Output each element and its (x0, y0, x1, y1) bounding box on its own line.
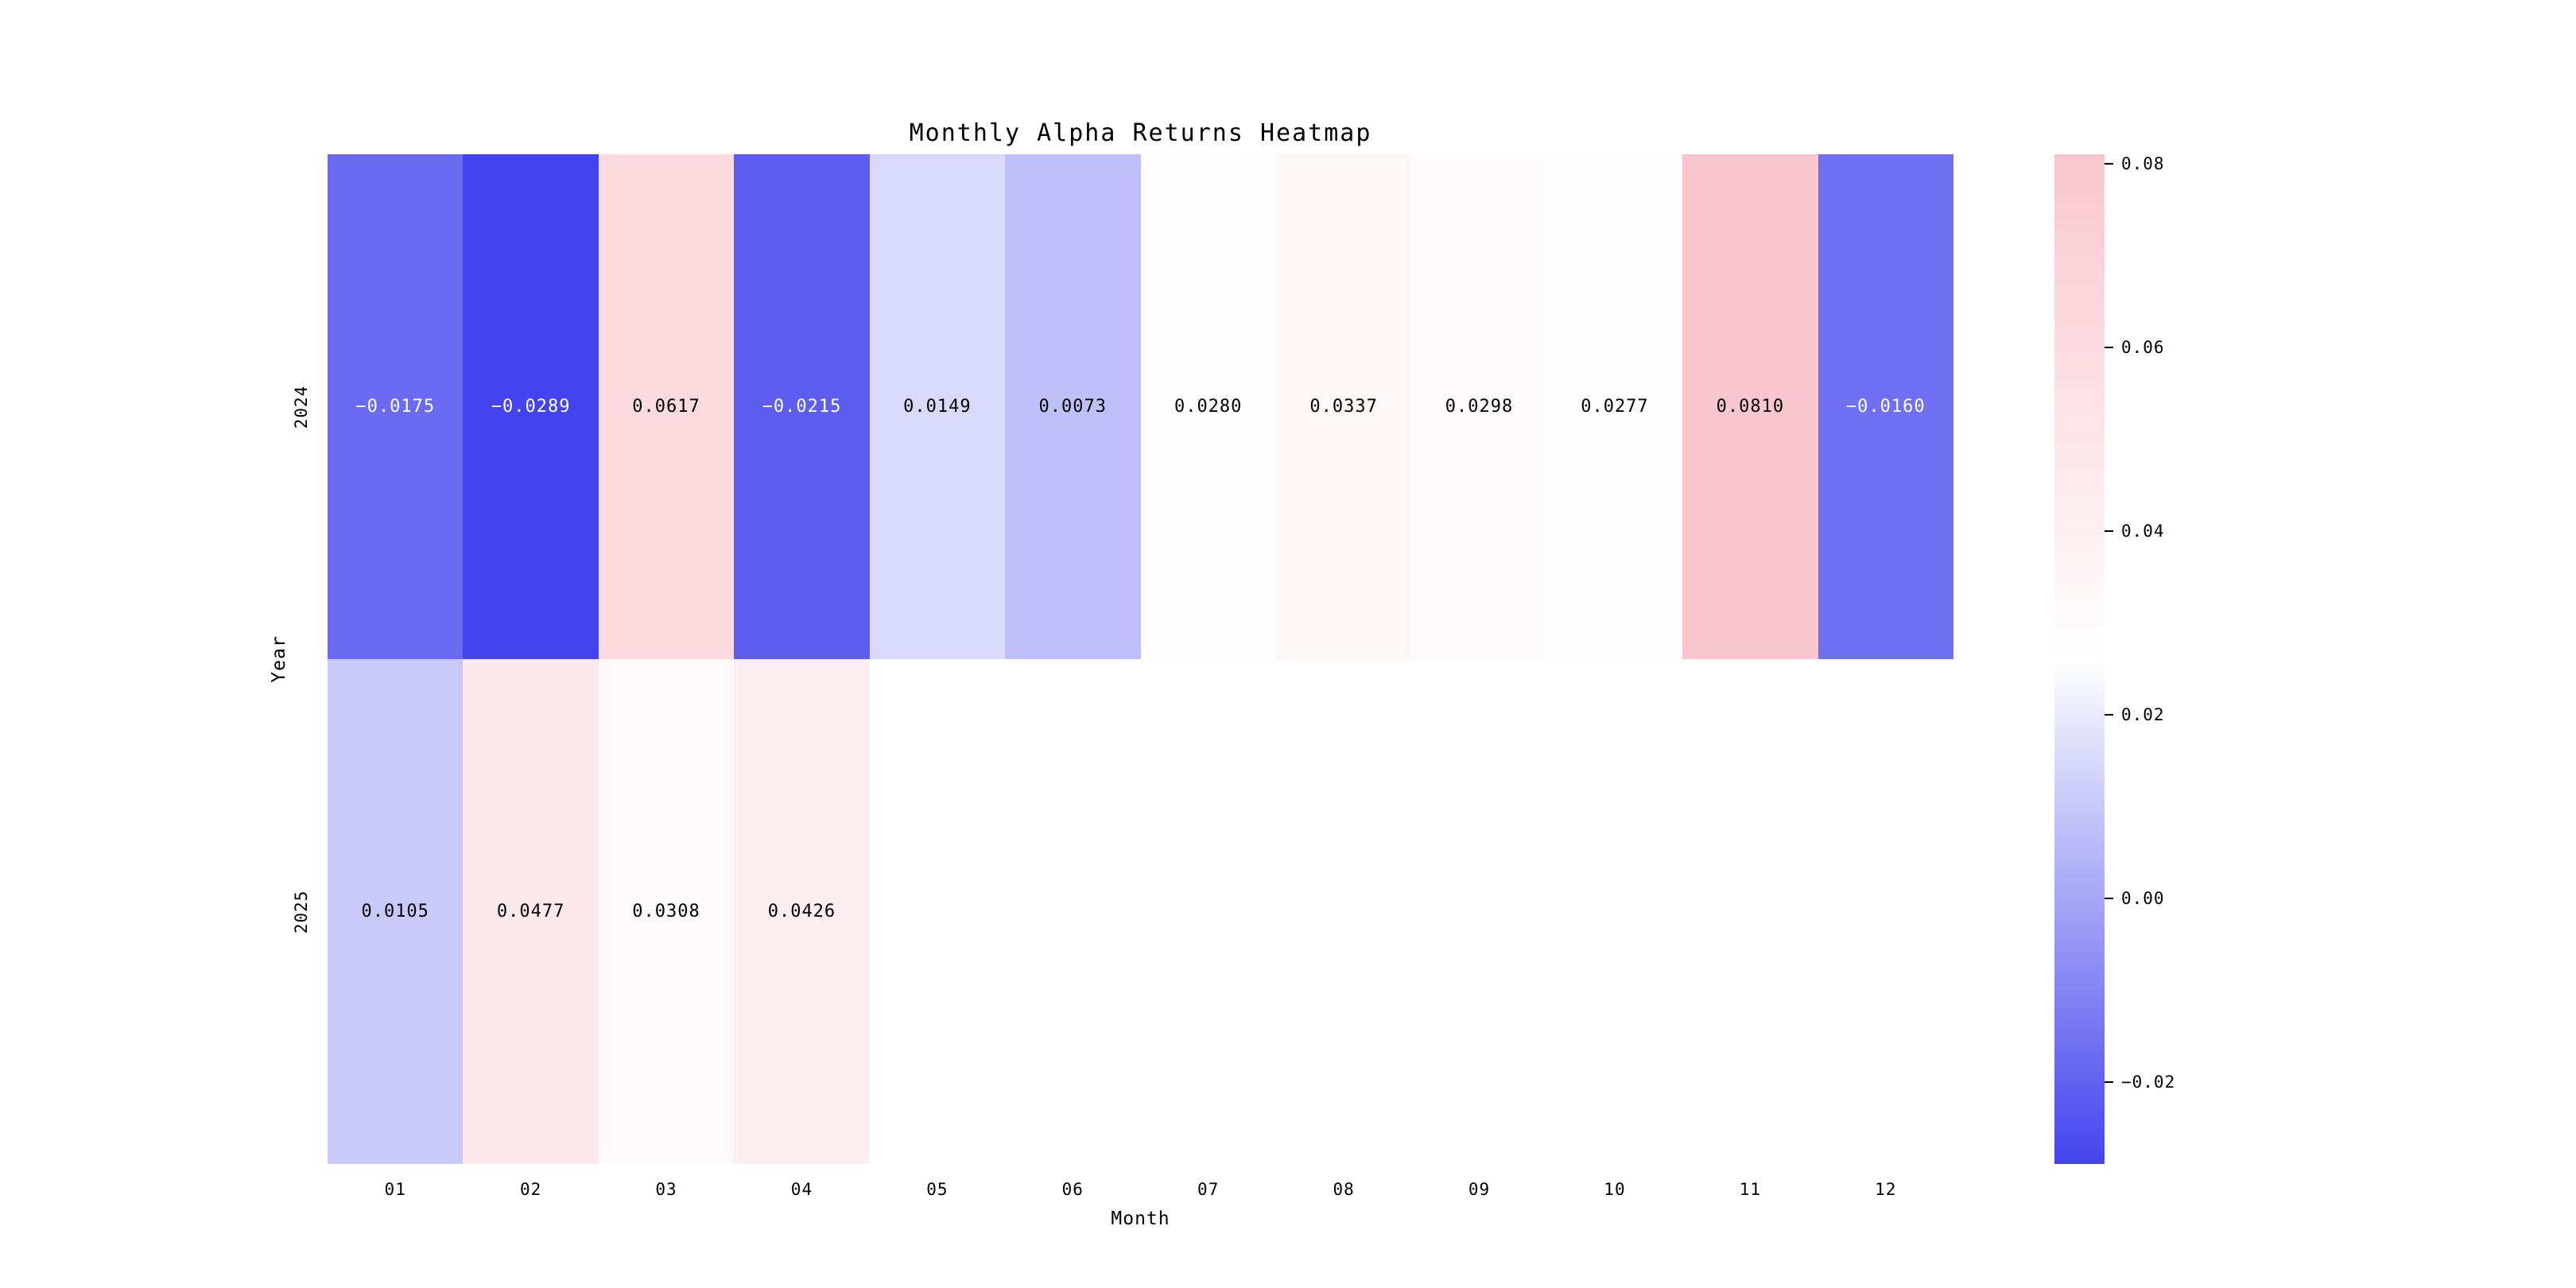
heatmap-cell (1682, 659, 1818, 1164)
cell-value: 0.0105 (361, 902, 429, 921)
colorbar-tick-mark (2105, 162, 2113, 165)
cell-value: −0.0289 (491, 397, 571, 417)
heatmap-cell (869, 659, 1006, 1164)
heatmap-cell: 0.0277 (1546, 154, 1683, 659)
cell-value: 0.0298 (1445, 397, 1514, 417)
x-tick-label: 01 (384, 1180, 406, 1199)
cell-value: 0.0308 (632, 902, 700, 921)
x-tick-label: 11 (1739, 1180, 1762, 1199)
colorbar-tick-mark (2105, 713, 2113, 716)
x-tick-label: 10 (1604, 1180, 1626, 1199)
heatmap-cell: 0.0308 (598, 659, 735, 1164)
heatmap-cell: 0.0810 (1682, 154, 1818, 659)
heatmap-cell (1818, 659, 1953, 1164)
heatmap-cell: −0.0289 (463, 154, 599, 659)
heatmap-cell: 0.0298 (1411, 154, 1547, 659)
heatmap-cell (1546, 659, 1683, 1164)
heatmap-cell (1411, 659, 1547, 1164)
heatmap-cell: 0.0617 (598, 154, 735, 659)
heatmap-cell (1140, 659, 1276, 1164)
cell-value: −0.0215 (762, 397, 842, 417)
heatmap-cell: −0.0175 (328, 154, 464, 659)
y-axis-label: Year (269, 635, 289, 683)
colorbar (2054, 154, 2105, 1164)
x-tick-label: 08 (1333, 1180, 1355, 1199)
cell-value: −0.0160 (1845, 397, 1926, 417)
heatmap-cell: −0.0160 (1818, 154, 1953, 659)
x-tick-label: 09 (1468, 1180, 1491, 1199)
colorbar-tick-mark (2105, 898, 2113, 900)
y-tick-label: 2025 (292, 890, 311, 933)
cell-value: 0.0617 (632, 397, 700, 417)
x-axis-label: Month (1111, 1208, 1170, 1229)
cell-value: 0.0073 (1038, 397, 1108, 417)
cell-value: 0.0426 (767, 902, 836, 921)
x-tick-label: 06 (1061, 1180, 1084, 1199)
y-tick-label: 2024 (292, 385, 311, 429)
colorbar-tick-label: 0.02 (2121, 704, 2165, 724)
cell-value: 0.0149 (903, 397, 972, 417)
colorbar-tick-mark (2105, 1081, 2113, 1084)
cell-value: −0.0175 (355, 397, 436, 417)
heatmap-cell: 0.0073 (1005, 154, 1141, 659)
heatmap-cell: 0.0477 (463, 659, 599, 1164)
heatmap-cell (1005, 659, 1141, 1164)
colorbar-tick-mark (2105, 346, 2113, 348)
x-tick-label: 03 (655, 1180, 677, 1199)
x-axis-tick-labels: 01 02 03 04 05 06 07 08 09 10 11 12 (328, 1180, 1953, 1199)
cell-value: 0.0280 (1174, 397, 1243, 417)
x-tick-label: 04 (790, 1180, 813, 1199)
x-tick-label: 07 (1197, 1180, 1220, 1199)
cell-value: 0.0477 (496, 902, 565, 921)
colorbar-tick-label: 0.08 (2121, 153, 2165, 173)
x-tick-label: 12 (1875, 1180, 1897, 1199)
cell-value: 0.0277 (1581, 397, 1649, 417)
colorbar-tick-label: 0.00 (2121, 889, 2165, 909)
x-tick-label: 05 (926, 1180, 949, 1199)
x-tick-label: 02 (519, 1180, 542, 1199)
colorbar-tick-label: 0.04 (2121, 521, 2165, 541)
heatmap-cell: 0.0337 (1275, 154, 1412, 659)
heatmap-cell: 0.0105 (328, 659, 464, 1164)
colorbar-tick-mark (2105, 530, 2113, 532)
heatmap-grid: −0.0175 −0.0289 0.0617 −0.0215 0.0149 0.0073 0… (328, 154, 1953, 1164)
cell-value: 0.0337 (1309, 397, 1378, 417)
colorbar-tick-label: −0.02 (2121, 1073, 2176, 1092)
heatmap-cell: 0.0149 (869, 154, 1006, 659)
chart-title: Monthly Alpha Returns Heatmap (909, 119, 1372, 147)
colorbar-tick-label: 0.06 (2121, 337, 2165, 357)
cell-value: 0.0810 (1716, 397, 1785, 417)
heatmap-cell (1275, 659, 1412, 1164)
heatmap-cell: 0.0426 (734, 659, 870, 1164)
heatmap-cell: −0.0215 (734, 154, 870, 659)
heatmap-cell: 0.0280 (1140, 154, 1276, 659)
